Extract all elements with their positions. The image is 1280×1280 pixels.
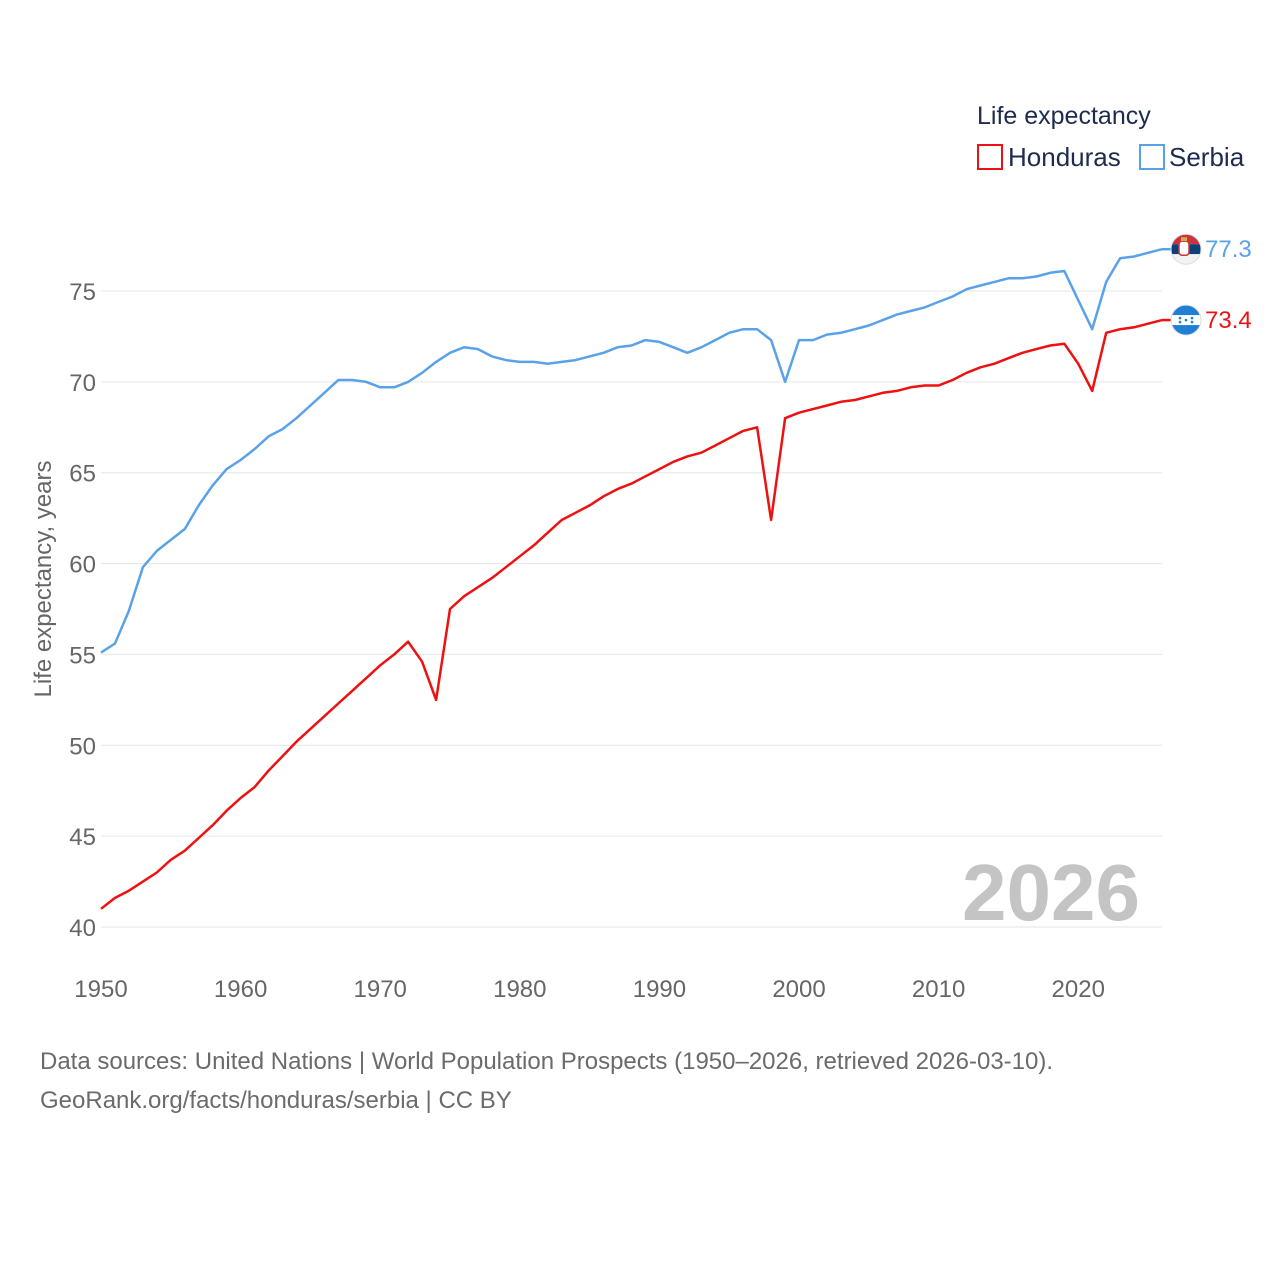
source-line-1: Data sources: United Nations | World Pop… [40, 1048, 1054, 1075]
legend[interactable]: Life expectancy Honduras Serbia [977, 102, 1245, 172]
y-tick-label: 75 [69, 279, 96, 306]
y-tick-label: 50 [69, 733, 96, 760]
series-line-serbia[interactable] [100, 247, 1163, 654]
legend-item-serbia[interactable]: Serbia [1139, 142, 1245, 172]
source-footnote: Data sources: United Nations | World Pop… [40, 1042, 1053, 1120]
x-tick-label: 1970 [354, 976, 407, 1003]
x-tick-label: 2000 [772, 976, 825, 1003]
legend-title: Life expectancy [977, 102, 1151, 130]
y-tick-label: 65 [69, 461, 96, 488]
year-watermark: 2026 [962, 848, 1140, 937]
series-end-markers: 73.4 77.3 [1162, 233, 1252, 336]
y-tick-label: 40 [69, 915, 96, 942]
end-value-label-honduras: 73.4 [1205, 307, 1252, 334]
honduras-flag-icon [1170, 304, 1202, 336]
y-axis-ticks: 40 45 50 55 60 65 70 75 [69, 279, 96, 942]
y-tick-label: 55 [69, 642, 96, 669]
y-tick-label: 60 [69, 552, 96, 579]
y-tick-label: 70 [69, 370, 96, 397]
gridlines [101, 290, 1162, 928]
source-line-2[interactable]: GeoRank.org/facts/honduras/serbia | CC B… [40, 1087, 512, 1114]
series-line-honduras[interactable] [100, 318, 1163, 910]
end-value-label-serbia: 77.3 [1205, 236, 1252, 263]
x-tick-label: 1980 [493, 976, 546, 1003]
series-lines [100, 247, 1163, 910]
x-tick-label: 2020 [1052, 976, 1105, 1003]
legend-item-honduras[interactable]: Honduras [977, 142, 1121, 172]
y-tick-label: 45 [69, 824, 96, 851]
legend-label-serbia: Serbia [1169, 142, 1245, 172]
legend-swatch-serbia [1139, 144, 1165, 170]
y-axis-label: Life expectancy, years [30, 460, 57, 697]
x-axis-ticks: 1950 1960 1970 1980 1990 2000 2010 2020 [74, 976, 1105, 1003]
x-tick-label: 1990 [633, 976, 686, 1003]
legend-swatch-honduras [977, 144, 1003, 170]
line-chart: 40 45 50 55 60 65 70 75 1950 1960 1970 1980 1990 200… [30, 102, 1252, 1003]
legend-label-honduras: Honduras [1008, 142, 1121, 172]
x-tick-label: 2010 [912, 976, 965, 1003]
x-tick-label: 1960 [214, 976, 267, 1003]
x-tick-label: 1950 [74, 976, 127, 1003]
serbia-flag-icon [1170, 233, 1202, 265]
